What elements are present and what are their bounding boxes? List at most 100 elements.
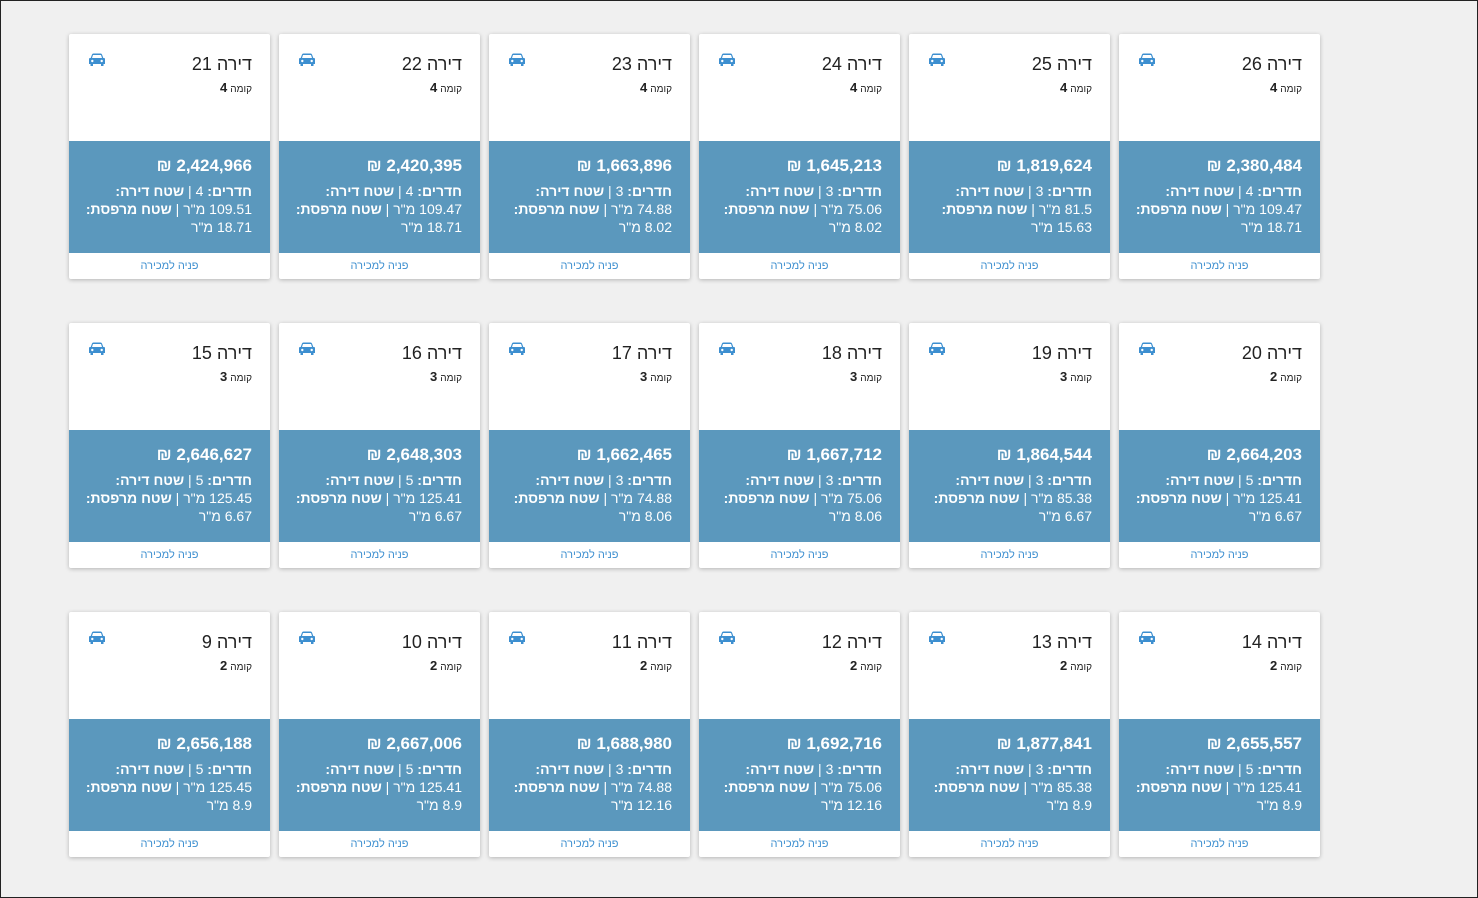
apartment-label: דירה [1266,343,1302,363]
currency-symbol: ₪ [786,734,802,753]
apartment-specs: חדרים: 4 | שטח דירה: 109.47 מ"ר | שטח מר… [295,183,462,235]
apartment-card[interactable]: דירה 25 קומה4 1,819,624 ₪ חדרים: 3 | שטח… [909,34,1110,279]
apartment-title: דירה 12 [822,632,882,653]
contact-for-sale-link[interactable]: פניה למכירה [560,838,619,850]
contact-for-sale-link[interactable]: פניה למכירה [770,838,829,850]
card-header: דירה 21 קומה4 [69,34,270,141]
area-unit: מ"ר [1030,490,1054,506]
apartment-card[interactable]: דירה 11 קומה2 1,688,980 ₪ חדרים: 3 | שטח… [489,612,690,857]
apartment-card[interactable]: דירה 24 קומה4 1,645,213 ₪ חדרים: 3 | שטח… [699,34,900,279]
contact-for-sale-link[interactable]: פניה למכירה [770,260,829,272]
contact-for-sale-link[interactable]: פניה למכירה [1190,260,1249,272]
price-value: 1,663,896 [596,156,672,175]
balcony-value: 8.02 [854,219,882,235]
car-icon [89,342,105,356]
area-unit: מ"ר [1233,779,1256,795]
balcony-unit: מ"ר [1256,797,1279,813]
contact-for-sale-link[interactable]: פניה למכירה [350,549,409,561]
balcony-unit: מ"ר [198,508,221,524]
apartment-card[interactable]: דירה 10 קומה2 2,667,006 ₪ חדרים: 5 | שטח… [279,612,480,857]
card-details: 1,692,716 ₪ חדרים: 3 | שטח דירה: 75.06 מ… [699,719,900,831]
apartment-card[interactable]: דירה 21 קומה4 2,424,966 ₪ חדרים: 4 | שטח… [69,34,270,279]
apartment-specs: חדרים: 3 | שטח דירה: 75.06 מ"ר | שטח מרפ… [723,183,882,235]
contact-for-sale-link[interactable]: פניה למכירה [980,260,1039,272]
balcony-value: 18.71 [216,219,252,235]
balcony-unit: מ"ר [820,797,844,813]
currency-symbol: ₪ [1206,445,1222,464]
area-value: 109.51 [209,201,252,217]
apartment-card[interactable]: דירה 26 קומה4 2,380,484 ₪ חדרים: 4 | שטח… [1119,34,1320,279]
contact-for-sale-link[interactable]: פניה למכירה [140,838,199,850]
area-label: שטח דירה: [535,183,605,199]
area-unit: מ"ר [820,779,844,795]
apartment-card[interactable]: דירה 13 קומה2 1,877,841 ₪ חדרים: 3 | שטח… [909,612,1110,857]
apartment-card[interactable]: דירה 9 קומה2 2,656,188 ₪ חדרים: 5 | שטח … [69,612,270,857]
floor-info: קומה3 [1060,369,1092,384]
card-header: דירה 19 קומה3 [909,323,1110,430]
apartment-specs: חדרים: 3 | שטח דירה: 74.88 מ"ר | שטח מרפ… [513,183,672,235]
floor-label: קומה [440,662,462,673]
floor-info: קומה3 [850,369,882,384]
apartment-card[interactable]: דירה 15 קומה3 2,646,627 ₪ חדרים: 5 | שטח… [69,323,270,568]
contact-for-sale-link[interactable]: פניה למכירה [140,260,199,272]
apartment-number: 23 [611,54,632,74]
contact-for-sale-link[interactable]: פניה למכירה [140,549,199,561]
contact-for-sale-link[interactable]: פניה למכירה [770,549,829,561]
apartment-title: דירה 21 [192,54,252,75]
contact-for-sale-link[interactable]: פניה למכירה [1190,838,1249,850]
balcony-unit: מ"ר [618,508,641,524]
price: 2,667,006 ₪ [295,734,462,754]
card-details: 2,655,557 ₪ חדרים: 5 | שטח דירה: 125.41 … [1119,719,1320,831]
apartment-specs: חדרים: 4 | שטח דירה: 109.47 מ"ר | שטח מר… [1135,183,1302,235]
balcony-label: שטח מרפסת: [295,201,382,217]
card-details: 1,662,465 ₪ חדרים: 3 | שטח דירה: 74.88 מ… [489,430,690,542]
area-label: שטח דירה: [955,472,1025,488]
rooms-value: 5 [405,472,414,488]
apartment-card[interactable]: דירה 18 קומה3 1,667,712 ₪ חדרים: 3 | שטח… [699,323,900,568]
balcony-label: שטח מרפסת: [1135,201,1222,217]
car-icon [1139,342,1155,356]
apartment-label: דירה [1266,632,1302,652]
balcony-value: 18.71 [426,219,462,235]
rooms-label: חדרים: [1257,183,1302,199]
apartment-card[interactable]: דירה 19 קומה3 1,864,544 ₪ חדרים: 3 | שטח… [909,323,1110,568]
contact-for-sale-link[interactable]: פניה למכירה [350,838,409,850]
card-details: 2,420,395 ₪ חדרים: 4 | שטח דירה: 109.47 … [279,141,480,253]
contact-for-sale-link[interactable]: פניה למכירה [560,549,619,561]
balcony-label: שטח מרפסת: [295,779,382,795]
apartment-card[interactable]: דירה 22 קומה4 2,420,395 ₪ חדרים: 4 | שטח… [279,34,480,279]
card-details: 2,648,303 ₪ חדרים: 5 | שטח דירה: 125.41 … [279,430,480,542]
floor-value: 2 [1060,658,1068,673]
area-label: שטח דירה: [325,761,395,777]
price-value: 1,662,465 [596,445,672,464]
apartment-card[interactable]: דירה 16 קומה3 2,648,303 ₪ חדרים: 5 | שטח… [279,323,480,568]
apartment-number: 19 [1031,343,1052,363]
apartment-card[interactable]: דירה 20 קומה2 2,664,203 ₪ חדרים: 5 | שטח… [1119,323,1320,568]
apartment-card[interactable]: דירה 14 קומה2 2,655,557 ₪ חדרים: 5 | שטח… [1119,612,1320,857]
floor-info: קומה2 [1270,658,1302,673]
price: 1,864,544 ₪ [925,445,1092,465]
currency-symbol: ₪ [786,156,802,175]
contact-for-sale-link[interactable]: פניה למכירה [350,260,409,272]
price-value: 2,424,966 [176,156,252,175]
rooms-label: חדרים: [627,761,672,777]
area-label: שטח דירה: [1165,472,1235,488]
balcony-value: 6.67 [1064,508,1092,524]
contact-for-sale-link[interactable]: פניה למכירה [980,549,1039,561]
floor-info: קומה2 [1060,658,1092,673]
price: 2,646,627 ₪ [85,445,252,465]
contact-for-sale-link[interactable]: פניה למכירה [560,260,619,272]
area-value: 125.41 [1259,779,1302,795]
apartment-card[interactable]: דירה 23 קומה4 1,663,896 ₪ חדרים: 3 | שטח… [489,34,690,279]
apartment-specs: חדרים: 5 | שטח דירה: 125.41 מ"ר | שטח מר… [1135,472,1302,524]
apartment-card[interactable]: דירה 12 קומה2 1,692,716 ₪ חדרים: 3 | שטח… [699,612,900,857]
balcony-label: שטח מרפסת: [85,490,172,506]
area-value: 75.06 [846,201,882,217]
area-unit: מ"ר [393,779,416,795]
contact-for-sale-link[interactable]: פניה למכירה [1190,549,1249,561]
rooms-label: חדרים: [207,183,252,199]
apartment-card[interactable]: דירה 17 קומה3 1,662,465 ₪ חדרים: 3 | שטח… [489,323,690,568]
floor-label: קומה [440,373,462,384]
contact-for-sale-link[interactable]: פניה למכירה [980,838,1039,850]
floor-value: 4 [850,80,858,95]
